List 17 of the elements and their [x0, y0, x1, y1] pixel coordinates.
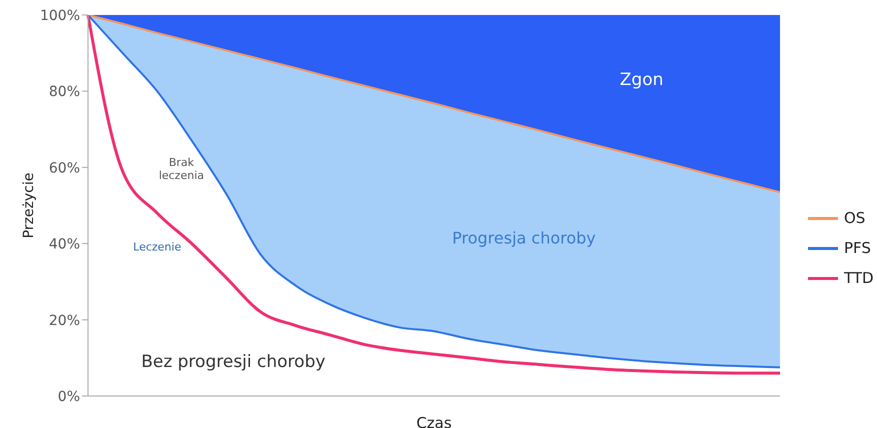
y-tick-label: 20%: [48, 312, 80, 329]
annotation: Leczenie: [133, 240, 182, 254]
y-tick-label: 60%: [48, 160, 80, 176]
x-axis-title: Czas: [416, 414, 452, 428]
annotation: Brak leczenia: [158, 156, 204, 182]
annotation: Progresja choroby: [452, 228, 596, 248]
y-tick-label: 40%: [48, 236, 80, 253]
y-tick-label: 100%: [40, 8, 80, 24]
y-axis-title: Przeżycie: [20, 172, 37, 238]
legend-label: OS: [844, 209, 866, 227]
annotation: Zgon: [620, 70, 664, 90]
y-tick-label: 0%: [58, 388, 80, 405]
legend-label: PFS: [844, 239, 871, 257]
legend-label: TTD: [844, 269, 874, 287]
y-tick-label: 80%: [48, 84, 80, 100]
line-series: [87, 15, 781, 194]
annotation: Bez progresji choroby: [141, 352, 326, 372]
